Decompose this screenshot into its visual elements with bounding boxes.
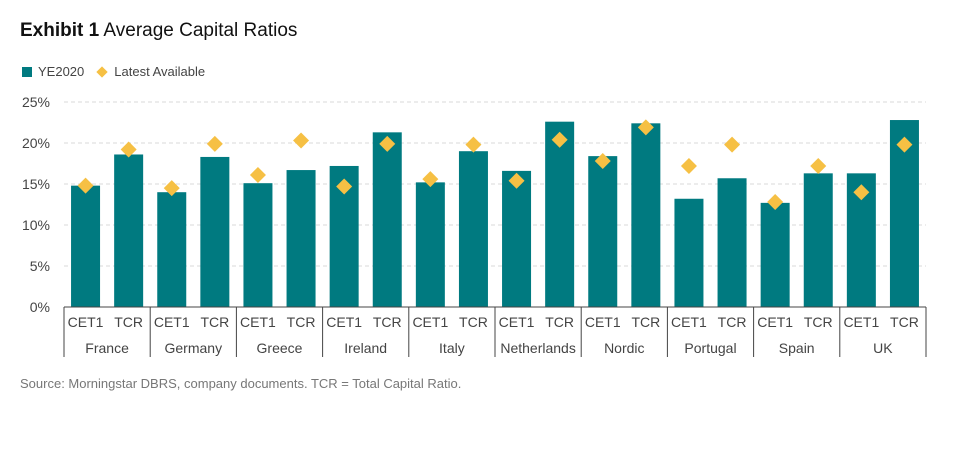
- x-subcategory-label: CET1: [240, 314, 276, 330]
- legend-label-latest: Latest Available: [114, 64, 206, 79]
- bar: [502, 170, 532, 307]
- marker-diamond: [637, 119, 654, 136]
- x-subcategory-label: TCR: [890, 314, 919, 330]
- marker-diamond: [810, 157, 827, 174]
- x-group-label: Netherlands: [500, 340, 576, 356]
- x-subcategory-label: TCR: [287, 314, 316, 330]
- y-tick-label: 10%: [22, 217, 50, 233]
- bar: [372, 132, 402, 307]
- bar: [717, 178, 747, 307]
- bar: [545, 121, 575, 308]
- source-note: Source: Morningstar DBRS, company docume…: [20, 376, 462, 391]
- marker-diamond: [724, 136, 741, 153]
- x-subcategory-label: TCR: [545, 314, 574, 330]
- x-subcategory-label: CET1: [68, 314, 104, 330]
- x-subcategory-label: TCR: [200, 314, 229, 330]
- x-group-label: Spain: [779, 340, 815, 356]
- marker-diamond: [508, 172, 525, 189]
- marker-diamond: [767, 194, 784, 211]
- marker-diamond: [77, 177, 94, 194]
- y-tick-label: 0%: [30, 299, 50, 315]
- exhibit-label: Exhibit 1: [20, 20, 100, 41]
- marker-diamond: [422, 171, 439, 188]
- bar: [415, 182, 445, 307]
- marker-diamond: [896, 136, 913, 153]
- x-group-label: Italy: [439, 340, 465, 356]
- x-subcategory-label: TCR: [114, 314, 143, 330]
- marker-diamond: [680, 157, 697, 174]
- bar: [674, 198, 704, 307]
- y-tick-label: 15%: [22, 176, 50, 192]
- marker-diamond: [379, 135, 396, 152]
- bar: [458, 151, 488, 307]
- y-tick-label: 25%: [22, 94, 50, 110]
- chart-title-text: Average Capital Ratios: [103, 20, 298, 41]
- x-group-label: Germany: [165, 340, 223, 356]
- marker-diamond: [206, 135, 223, 152]
- x-group-label: France: [85, 340, 129, 356]
- marker-diamond: [163, 180, 180, 197]
- bar: [286, 170, 316, 307]
- x-group-label: UK: [873, 340, 893, 356]
- marker-diamond: [336, 178, 353, 195]
- x-subcategory-label: CET1: [585, 314, 621, 330]
- marker-diamond: [551, 131, 568, 148]
- bar: [200, 156, 230, 307]
- chart-title: Exhibit 1 Average Capital Ratios: [20, 20, 297, 42]
- x-subcategory-label: CET1: [757, 314, 793, 330]
- bar: [588, 156, 618, 307]
- marker-diamond: [293, 132, 310, 149]
- bar: [760, 202, 790, 307]
- bar: [243, 183, 273, 307]
- bar: [71, 185, 101, 307]
- marker-diamond: [120, 141, 137, 158]
- x-subcategory-label: CET1: [499, 314, 535, 330]
- x-group-label: Nordic: [604, 340, 644, 356]
- x-subcategory-label: CET1: [326, 314, 362, 330]
- legend: YE2020 Latest Available: [22, 64, 207, 79]
- x-subcategory-label: CET1: [843, 314, 879, 330]
- x-subcategory-label: CET1: [154, 314, 190, 330]
- bar-chart: 0% 5% 10% 15% 20% 25% CET1 TCR France CET1 TCR Germ…: [22, 94, 927, 357]
- y-tick-label: 20%: [22, 135, 50, 151]
- x-subcategory-label: TCR: [631, 314, 660, 330]
- x-group-label: Portugal: [684, 340, 736, 356]
- marker-diamond: [853, 184, 870, 201]
- x-subcategory-label: CET1: [412, 314, 448, 330]
- marker-diamond: [594, 153, 611, 170]
- bar: [631, 123, 661, 307]
- y-tick-label: 5%: [30, 258, 50, 274]
- x-subcategory-label: TCR: [804, 314, 833, 330]
- x-group-label: Ireland: [344, 340, 387, 356]
- x-subcategory-label: CET1: [671, 314, 707, 330]
- x-group-label: Greece: [257, 340, 303, 356]
- legend-label-ye2020: YE2020: [38, 64, 85, 79]
- bar: [157, 192, 187, 307]
- bar: [114, 154, 144, 307]
- legend-swatch-bar: [22, 66, 32, 77]
- bar: [803, 173, 833, 307]
- x-subcategory-label: TCR: [459, 314, 488, 330]
- marker-diamond: [465, 136, 482, 153]
- x-subcategory-label: TCR: [373, 314, 402, 330]
- x-subcategory-label: TCR: [718, 314, 747, 330]
- marker-diamond: [249, 166, 266, 183]
- legend-swatch-diamond: [96, 65, 108, 78]
